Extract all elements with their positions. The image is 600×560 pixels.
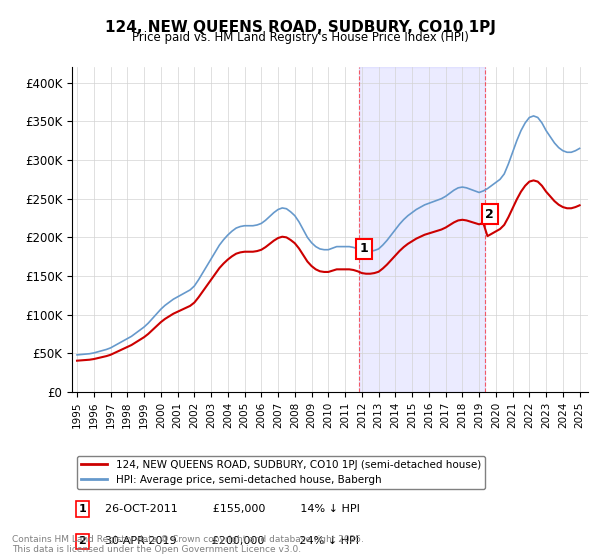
Legend: 124, NEW QUEENS ROAD, SUDBURY, CO10 1PJ (semi-detached house), HPI: Average pric: 124, NEW QUEENS ROAD, SUDBURY, CO10 1PJ …: [77, 456, 485, 489]
Text: Price paid vs. HM Land Registry's House Price Index (HPI): Price paid vs. HM Land Registry's House …: [131, 31, 469, 44]
Bar: [359, 67, 485, 392]
Text: 2: 2: [79, 536, 86, 547]
Text: 1: 1: [79, 504, 86, 514]
Text: 26-OCT-2011          £155,000          14% ↓ HPI: 26-OCT-2011 £155,000 14% ↓ HPI: [98, 504, 359, 514]
Text: 124, NEW QUEENS ROAD, SUDBURY, CO10 1PJ: 124, NEW QUEENS ROAD, SUDBURY, CO10 1PJ: [104, 20, 496, 35]
Text: 1: 1: [359, 242, 368, 255]
Text: Contains HM Land Registry data © Crown copyright and database right 2025.
This d: Contains HM Land Registry data © Crown c…: [12, 535, 364, 554]
Text: 30-APR-2019          £200,000          24% ↓ HPI: 30-APR-2019 £200,000 24% ↓ HPI: [98, 536, 359, 547]
Text: 2: 2: [485, 208, 494, 221]
